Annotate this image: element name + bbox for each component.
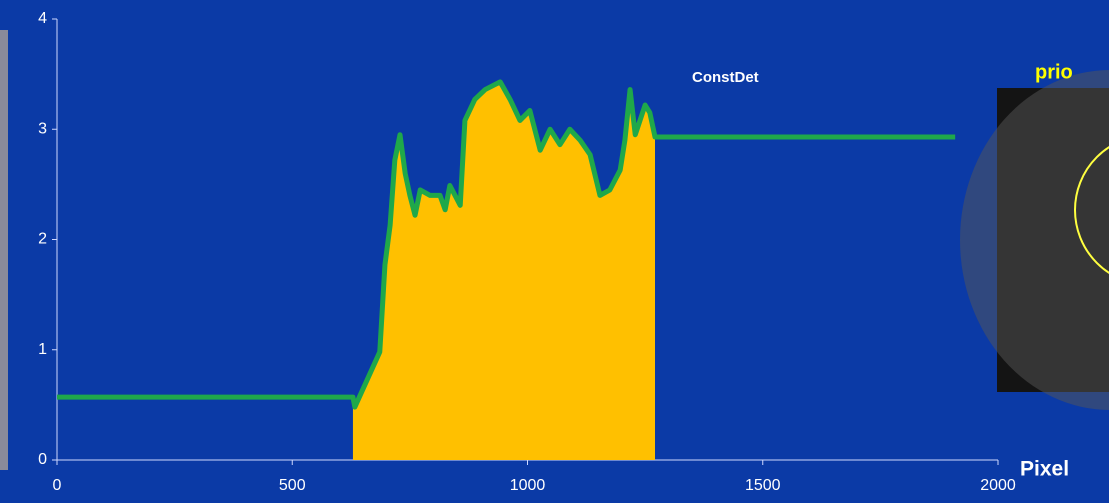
y-tick-label: 4 [38,10,47,27]
y-tick-label: 2 [38,231,47,248]
ct-body [960,70,1109,410]
side-strip [0,30,8,470]
x-tick-label: 500 [279,477,306,494]
y-tick-label: 0 [38,451,47,468]
x-tick-label: 2000 [980,477,1016,494]
x-tick-label: 0 [53,477,62,494]
axis-label: Pixel [1020,458,1069,481]
ct-circle [1074,146,1109,274]
series-label: ConstDet [692,69,759,86]
y-tick-label: 1 [38,341,47,358]
x-tick-label: 1500 [745,477,781,494]
x-tick-label: 1000 [510,477,546,494]
y-tick-label: 3 [38,120,47,137]
line [57,79,956,410]
image-label: prio [1035,61,1073,83]
area-fill [352,81,656,460]
